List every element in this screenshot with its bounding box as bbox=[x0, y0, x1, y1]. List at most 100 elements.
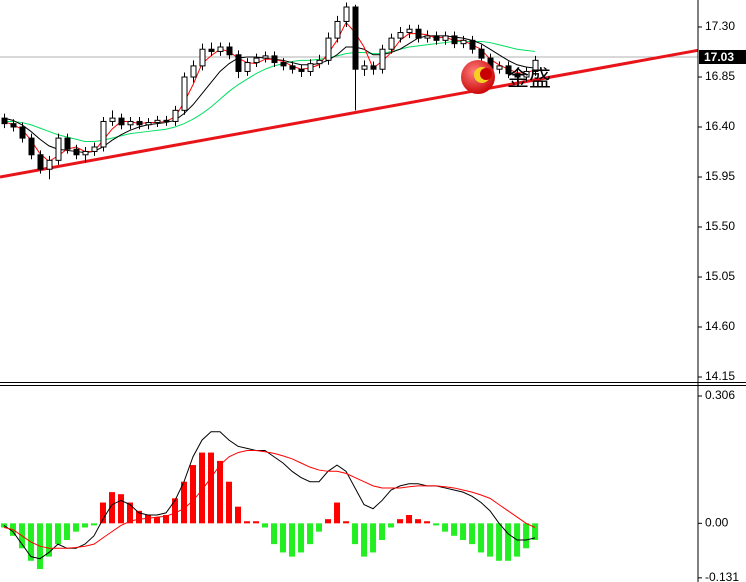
y-tick-label: 17.30 bbox=[705, 19, 735, 33]
candle-body bbox=[460, 39, 467, 45]
candle-body bbox=[37, 154, 44, 170]
histogram-bar bbox=[316, 523, 323, 532]
histogram-bar bbox=[217, 460, 224, 524]
candle-body bbox=[433, 35, 440, 41]
histogram-bar bbox=[162, 515, 169, 524]
logo-cut bbox=[480, 68, 492, 80]
histogram-bar bbox=[117, 494, 124, 524]
y-tick-label: 0.306 bbox=[705, 388, 735, 402]
histogram-bar bbox=[126, 502, 133, 524]
histogram-bar bbox=[235, 506, 242, 524]
histogram-bar bbox=[424, 521, 431, 524]
candle-body bbox=[253, 57, 260, 64]
histogram-bar bbox=[99, 502, 106, 524]
candle-body bbox=[262, 55, 269, 59]
watermark-text: 金盛 bbox=[507, 66, 551, 91]
y-tick-label: 14.15 bbox=[705, 369, 735, 383]
histogram-bar bbox=[334, 502, 341, 524]
histogram-bar bbox=[433, 523, 440, 526]
histogram-bar bbox=[406, 515, 413, 524]
histogram-bar bbox=[352, 523, 359, 545]
current-price-label: 17.03 bbox=[704, 50, 734, 64]
histogram-bar bbox=[307, 523, 314, 545]
candle-body bbox=[514, 73, 521, 78]
candle-body bbox=[235, 54, 242, 72]
histogram-bar bbox=[361, 523, 368, 557]
candle-body bbox=[190, 65, 197, 78]
y-tick-label: 16.85 bbox=[705, 69, 735, 83]
histogram-bar bbox=[144, 515, 151, 524]
histogram-bar bbox=[208, 452, 215, 524]
histogram-bar bbox=[469, 523, 476, 545]
candle-body bbox=[82, 150, 89, 156]
histogram-bar bbox=[0, 523, 7, 528]
candle-body bbox=[100, 120, 107, 148]
histogram-bar bbox=[397, 519, 404, 524]
candle-body bbox=[154, 119, 161, 124]
candle-body bbox=[64, 137, 71, 150]
histogram-bar bbox=[180, 481, 187, 524]
histogram-bar bbox=[244, 521, 251, 524]
y-tick-label: 16.40 bbox=[705, 119, 735, 133]
candle-body bbox=[478, 48, 485, 59]
candle-body bbox=[163, 119, 170, 122]
histogram-bar bbox=[72, 523, 79, 532]
candle-body bbox=[397, 32, 404, 39]
histogram-bar bbox=[370, 523, 377, 553]
candle-body bbox=[91, 146, 98, 152]
candle-body bbox=[307, 63, 314, 72]
candle-body bbox=[406, 28, 413, 34]
histogram-bar bbox=[451, 523, 458, 536]
candle-body bbox=[118, 117, 125, 126]
histogram-bar bbox=[262, 523, 269, 528]
candle-body bbox=[424, 35, 431, 39]
histogram-bar bbox=[280, 523, 287, 553]
candle-body bbox=[334, 20, 341, 39]
histogram-bar bbox=[153, 517, 160, 524]
candle-body bbox=[280, 62, 287, 67]
candle-body bbox=[505, 65, 512, 75]
candle-body bbox=[532, 59, 539, 72]
candle-body bbox=[1, 117, 8, 125]
candle-body bbox=[244, 62, 251, 72]
candle-body bbox=[217, 46, 224, 52]
histogram-bar bbox=[199, 452, 206, 524]
candle-body bbox=[325, 37, 332, 61]
candle-body bbox=[145, 122, 152, 126]
candle-body bbox=[127, 120, 134, 126]
histogram-bar bbox=[45, 523, 52, 557]
candle-body bbox=[55, 137, 62, 161]
histogram-bar bbox=[135, 510, 142, 524]
histogram-bar bbox=[442, 523, 449, 532]
candle-body bbox=[451, 35, 458, 45]
histogram-bar bbox=[415, 519, 422, 524]
candle-body bbox=[136, 120, 143, 126]
histogram-bar bbox=[388, 523, 395, 528]
histogram-bar bbox=[298, 523, 305, 553]
macd-line bbox=[3, 450, 536, 549]
watermark-logo bbox=[461, 60, 495, 94]
candle-body bbox=[352, 6, 359, 70]
trend-line bbox=[0, 48, 699, 179]
candle-body bbox=[379, 48, 386, 70]
histogram-bar bbox=[532, 523, 539, 540]
candle-body bbox=[172, 109, 179, 122]
y-tick-label: 15.95 bbox=[705, 169, 735, 183]
candle-body bbox=[388, 37, 395, 50]
histogram-bar bbox=[90, 523, 97, 526]
candle-body bbox=[415, 28, 422, 39]
histogram-bar bbox=[343, 521, 350, 524]
histogram-bar bbox=[171, 498, 178, 524]
y-tick-label: -0.131 bbox=[705, 570, 739, 582]
candle-body bbox=[496, 65, 503, 70]
histogram-bar bbox=[478, 523, 485, 553]
candle-body bbox=[442, 35, 449, 41]
histogram-bar bbox=[189, 465, 196, 524]
candle-body bbox=[73, 148, 80, 156]
candle-body bbox=[226, 46, 233, 56]
histogram-bar bbox=[460, 523, 467, 540]
histogram-bar bbox=[271, 523, 278, 545]
candle-body bbox=[181, 76, 188, 111]
histogram-bar bbox=[487, 523, 494, 557]
